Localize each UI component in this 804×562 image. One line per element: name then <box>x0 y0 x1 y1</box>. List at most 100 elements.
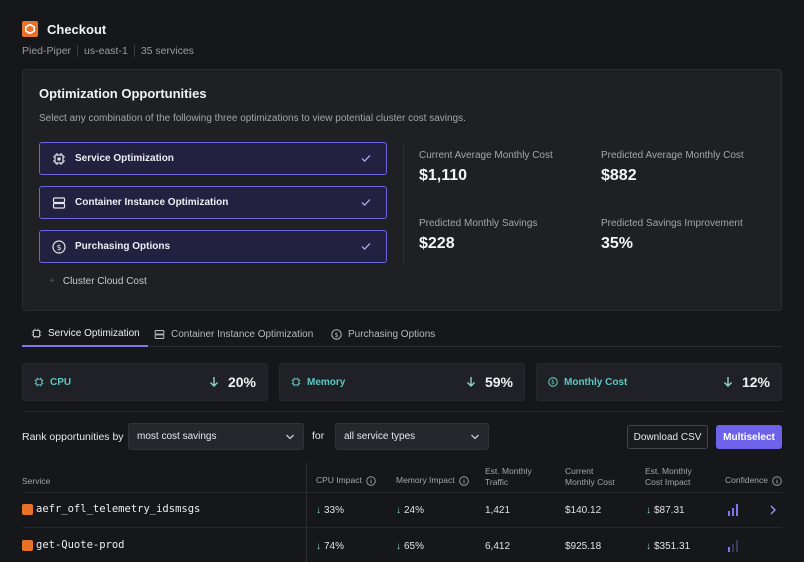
metric-value: $882 <box>601 167 637 184</box>
cpu-impact-cell: ↓ 33% <box>316 505 344 516</box>
service-name[interactable]: aefr_ofl_telemetry_idsmsgs <box>36 503 201 515</box>
arrow-down-icon: ↓ <box>396 505 401 516</box>
svg-text:$: $ <box>551 380 555 386</box>
column-header-label: Memory Impact <box>396 475 455 485</box>
page-title: Checkout <box>47 22 107 37</box>
column-header-service[interactable]: Service <box>22 476 51 486</box>
memory-impact-cell: ↓ 65% <box>396 541 424 552</box>
column-header-current-cost[interactable]: Current Monthly Cost <box>565 466 615 488</box>
column-header-label: Est. Monthly <box>645 466 692 476</box>
arrow-down-icon <box>210 377 218 387</box>
for-label: for <box>312 430 325 442</box>
arrow-down-icon <box>467 377 475 387</box>
dollar-icon: $ <box>548 377 558 387</box>
plus-icon: + <box>49 276 55 287</box>
panel-subtitle: Select any combination of the following … <box>39 113 466 124</box>
option-container-instance-optimization[interactable]: Container Instance Optimization <box>39 186 387 219</box>
server-icon <box>52 196 66 209</box>
column-divider <box>306 462 307 562</box>
column-header-cpu[interactable]: CPU Impact <box>316 475 376 486</box>
service-name[interactable]: get-Quote-prod <box>36 539 125 551</box>
check-icon <box>361 243 371 251</box>
cost-impact-cell: ↓ $87.31 <box>646 505 685 516</box>
card-label: Monthly Cost <box>564 377 628 388</box>
metric-value: $228 <box>419 235 455 252</box>
column-header-cost-impact[interactable]: Est. Monthly Cost Impact <box>645 466 692 488</box>
service-type-select[interactable]: all service types <box>335 423 489 450</box>
breadcrumb-divider <box>77 45 79 57</box>
column-header-label: CPU Impact <box>316 475 362 485</box>
rank-select[interactable]: most cost savings <box>128 423 304 450</box>
optimization-panel: Optimization Opportunities Select any co… <box>22 69 782 311</box>
server-icon <box>154 330 165 339</box>
option-label: Service Optimization <box>75 153 174 164</box>
traffic-value: 6,412 <box>485 541 511 552</box>
breadcrumb-services[interactable]: 35 services <box>140 45 194 57</box>
info-icon[interactable] <box>366 475 376 486</box>
arrow-down-icon: ↓ <box>646 541 651 552</box>
cpu-impact-value: 74% <box>324 541 345 552</box>
breadcrumb: Pied-Piper us-east-1 35 services <box>22 45 194 57</box>
metric-predicted-savings: Predicted Monthly Savings $228 <box>419 218 537 253</box>
chevron-down-icon <box>286 434 294 440</box>
tab-container-instance-optimization[interactable]: Container Instance Optimization <box>154 322 313 347</box>
chip-icon <box>31 328 42 339</box>
confidence-bars-icon <box>728 504 738 516</box>
download-csv-button[interactable]: Download CSV <box>627 425 708 449</box>
cluster-cloud-cost-toggle[interactable]: + Cluster Cloud Cost <box>49 276 147 287</box>
info-icon[interactable] <box>458 475 469 486</box>
metric-predicted-monthly-cost: Predicted Average Monthly Cost $882 <box>601 150 744 185</box>
summary-card-monthly-cost: $ Monthly Cost 12% <box>536 363 782 401</box>
arrow-down-icon: ↓ <box>396 541 401 552</box>
service-type-select-value: all service types <box>344 431 416 442</box>
chip-icon <box>34 377 44 387</box>
memory-impact-cell: ↓ 24% <box>396 505 424 516</box>
option-service-optimization[interactable]: Service Optimization <box>39 142 387 175</box>
breadcrumb-org[interactable]: Pied-Piper <box>22 45 72 57</box>
check-icon <box>361 155 371 163</box>
divider <box>22 527 782 528</box>
info-icon[interactable] <box>772 475 782 486</box>
metric-label: Current Average Monthly Cost <box>419 150 553 161</box>
option-label: Purchasing Options <box>75 241 171 252</box>
metric-label: Predicted Savings Improvement <box>601 218 743 229</box>
column-header-traffic[interactable]: Est. Monthly Traffic <box>485 466 532 488</box>
confidence-bar <box>732 508 734 516</box>
confidence-bar <box>736 504 738 516</box>
rank-select-value: most cost savings <box>137 431 217 442</box>
cluster-cloud-cost-label: Cluster Cloud Cost <box>62 276 147 287</box>
metric-current-monthly-cost: Current Average Monthly Cost $1,110 <box>419 150 553 185</box>
column-header-label: Current <box>565 466 594 476</box>
memory-icon <box>291 377 301 387</box>
traffic-value: 1,421 <box>485 505 511 516</box>
option-purchasing-options[interactable]: $ Purchasing Options <box>39 230 387 263</box>
app-logo-icon <box>22 21 38 37</box>
chevron-down-icon <box>471 434 479 440</box>
confidence-bar <box>728 511 730 516</box>
summary-card-memory: Memory 59% <box>279 363 525 401</box>
confidence-bar <box>728 547 730 552</box>
cpu-impact-cell: ↓ 74% <box>316 541 344 552</box>
tab-label: Container Instance Optimization <box>171 329 314 340</box>
card-label: CPU <box>50 377 72 388</box>
service-icon <box>22 540 33 551</box>
column-header-label: Monthly Cost <box>565 477 615 487</box>
breadcrumb-divider <box>133 45 135 57</box>
memory-impact-value: 24% <box>404 505 425 516</box>
check-icon <box>361 199 371 207</box>
card-label: Memory <box>307 377 346 388</box>
chevron-right-icon[interactable] <box>768 504 778 516</box>
column-header-memory[interactable]: Memory Impact <box>396 475 469 486</box>
cpu-impact-value: 33% <box>324 505 345 516</box>
cost-impact-value: $351.31 <box>654 541 691 552</box>
breadcrumb-region[interactable]: us-east-1 <box>84 45 128 57</box>
tab-purchasing-options[interactable]: $ Purchasing Options <box>331 322 435 347</box>
dollar-icon: $ <box>52 239 66 254</box>
column-header-confidence[interactable]: Confidence <box>725 475 782 486</box>
card-value: 20% <box>227 374 256 390</box>
chip-icon <box>53 152 65 165</box>
metric-value: $1,110 <box>419 167 468 184</box>
arrow-down-icon: ↓ <box>646 505 651 516</box>
tab-service-optimization[interactable]: Service Optimization <box>22 322 148 347</box>
multiselect-button[interactable]: Multiselect <box>716 425 782 449</box>
